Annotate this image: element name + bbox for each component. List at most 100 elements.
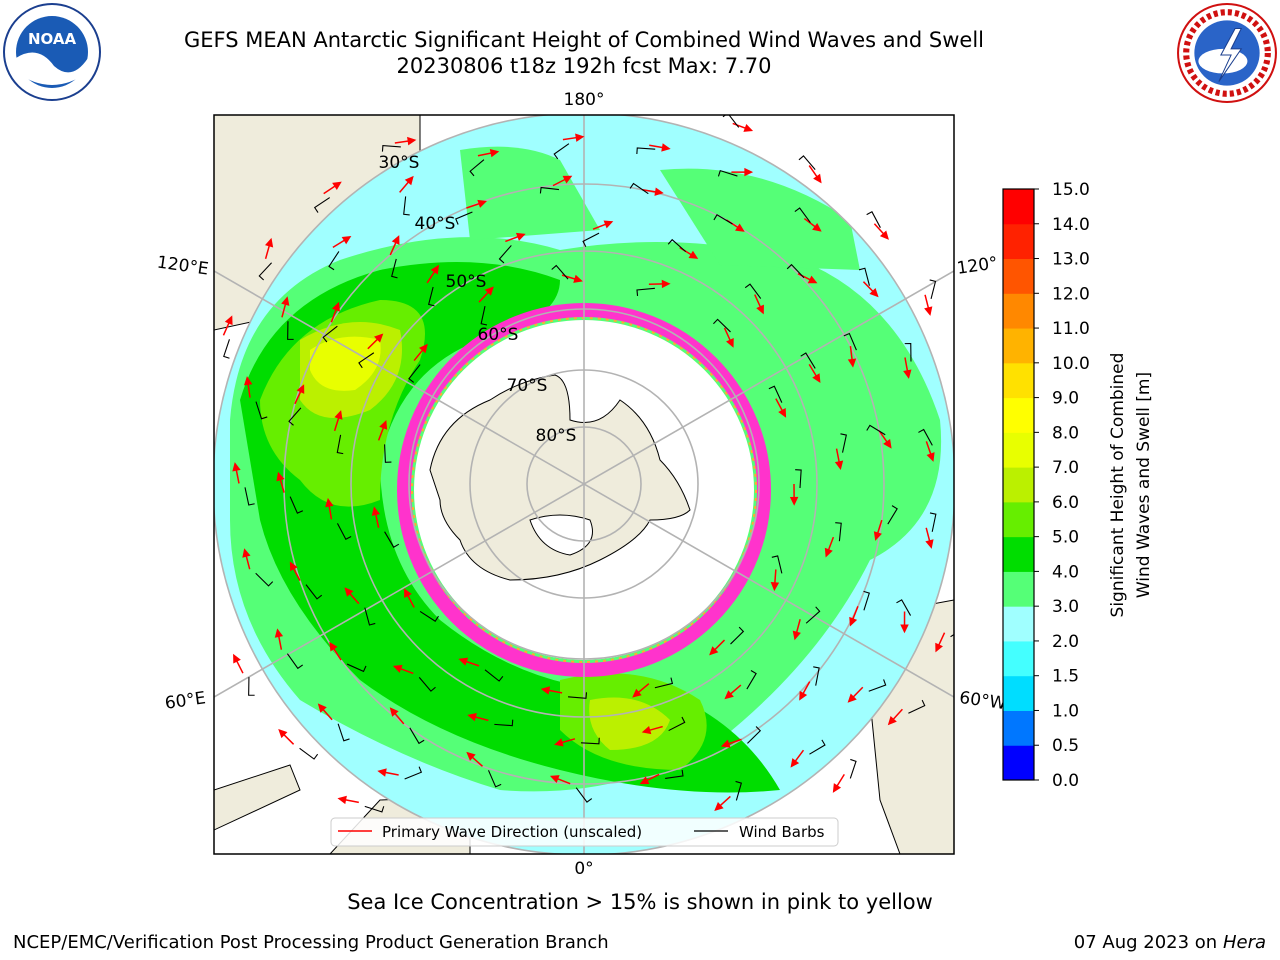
wave-arrow-head xyxy=(540,686,551,695)
sea-ice-note: Sea Ice Concentration > 15% is shown in … xyxy=(347,890,933,914)
colorbar-segment xyxy=(1003,189,1034,225)
colorbar-segment xyxy=(1003,606,1034,642)
wave-arrow-head xyxy=(639,776,650,785)
wind-barb xyxy=(286,653,304,670)
wave-arrow-head xyxy=(404,175,414,186)
wind-barb xyxy=(255,572,274,587)
wind-barb xyxy=(418,677,436,692)
wave-arrow-head xyxy=(265,237,274,248)
wave-arrow-head xyxy=(887,715,897,726)
colorbar-segment xyxy=(1003,432,1034,468)
wave-arrow-head xyxy=(714,801,724,812)
graticule xyxy=(214,115,954,854)
colorbar-segment xyxy=(1003,223,1034,260)
lat-label-70s: 70°S xyxy=(507,376,548,396)
wave-arrow-head xyxy=(344,587,354,597)
wave-arrow-head xyxy=(278,728,288,739)
wind-barb xyxy=(404,766,423,780)
wind-barb xyxy=(887,505,898,525)
colorbar-label-line1: Significant Height of Combined xyxy=(1108,353,1128,618)
wind-barb xyxy=(346,663,367,673)
colorbar-label-line2: Wind Waves and Swell [m] xyxy=(1134,372,1154,598)
wave-arrow-head xyxy=(296,384,305,394)
wind-barb xyxy=(494,719,514,727)
svg-text:NOAA: NOAA xyxy=(28,30,77,48)
colorbar-segment xyxy=(1003,397,1034,433)
footer-machine: Hera xyxy=(1222,932,1266,953)
wave-arrow-head xyxy=(824,547,833,558)
wind-barb xyxy=(487,770,502,788)
wave-arrow-head xyxy=(812,373,821,384)
wave-arrow-head xyxy=(374,333,384,343)
wind-barb xyxy=(498,245,512,264)
wind-barb xyxy=(568,692,588,699)
wave-arrow-head xyxy=(379,420,388,430)
colorbar-tick-label: 11.0 xyxy=(1052,319,1090,339)
wind-barb xyxy=(409,727,425,745)
wind-barb xyxy=(904,342,912,362)
wind-barb xyxy=(794,207,811,223)
wave-arrow-head xyxy=(661,143,671,152)
wind-barb xyxy=(735,780,743,801)
chart-title: GEFS MEAN Antarctic Significant Height o… xyxy=(183,28,985,52)
colorbar-segment xyxy=(1003,640,1034,677)
lat-label-50s: 50°S xyxy=(446,272,487,292)
wind-barb xyxy=(843,332,857,351)
legend-wave-label: Primary Wave Direction (unscaled) xyxy=(382,823,642,841)
wind-barb xyxy=(798,155,816,170)
wind-barbs xyxy=(223,115,954,813)
map-frame xyxy=(213,114,955,855)
wind-barb xyxy=(582,232,600,248)
wave-arrow-head xyxy=(554,738,564,747)
colorbar-frame xyxy=(1002,188,1035,781)
wave-arrow-head xyxy=(325,497,334,508)
wind-barb xyxy=(575,787,593,803)
wind-barb xyxy=(768,385,783,403)
wave-arrow-head xyxy=(661,279,671,289)
wind-barb xyxy=(929,512,937,532)
wind-barb xyxy=(580,737,600,745)
lon-label-180: 180° xyxy=(564,90,605,110)
wind-barb xyxy=(795,469,802,489)
wave-arrow-head xyxy=(337,795,347,805)
wave-arrow-head xyxy=(515,232,526,241)
wave-arrow-head xyxy=(484,286,494,296)
lat-label-60s: 60°S xyxy=(478,325,519,345)
wind-barb xyxy=(786,263,805,279)
wind-barb xyxy=(629,182,649,195)
wind-barb xyxy=(391,258,398,279)
wind-barb xyxy=(408,364,421,383)
colorbar-segment xyxy=(1003,362,1034,399)
lon-label-120e: 120°E xyxy=(156,253,210,280)
wind-barb xyxy=(384,531,400,548)
wind-barb xyxy=(929,279,937,299)
wave-arrow-head xyxy=(573,274,583,283)
colorbar-segment xyxy=(1003,258,1034,294)
wave-arrow-head xyxy=(243,376,253,386)
map-area xyxy=(214,115,954,854)
wind-barb xyxy=(896,599,912,616)
wind-barb xyxy=(539,186,560,194)
wind-barb xyxy=(288,407,302,426)
colorbar-segment xyxy=(1003,675,1034,711)
wave-arrow-head xyxy=(847,693,857,703)
wave-arrow-head xyxy=(403,588,412,598)
lon-label-60w: 60°W xyxy=(958,688,1007,714)
wave-arrow-head xyxy=(466,751,476,761)
wind-barb xyxy=(223,339,230,359)
wind-barb xyxy=(469,159,485,177)
wave-arrow-head xyxy=(232,462,241,472)
colorbar-tick-label: 14.0 xyxy=(1052,215,1090,235)
wave-arrow-head xyxy=(276,471,285,482)
wave-arrow-head xyxy=(935,642,943,653)
colorbar-tick-label: 5.0 xyxy=(1052,528,1079,548)
colorbar-tick-label: 9.0 xyxy=(1052,389,1079,409)
wave-arrow-head xyxy=(789,496,799,506)
wave-arrow-head xyxy=(641,725,652,735)
wind-barb xyxy=(287,321,294,340)
colorbar-tick-label: 1.0 xyxy=(1052,701,1079,721)
lat-label-40s: 40°S xyxy=(415,214,456,234)
colorbar-tick-label: 4.0 xyxy=(1052,562,1079,582)
wind-barb xyxy=(299,747,319,760)
